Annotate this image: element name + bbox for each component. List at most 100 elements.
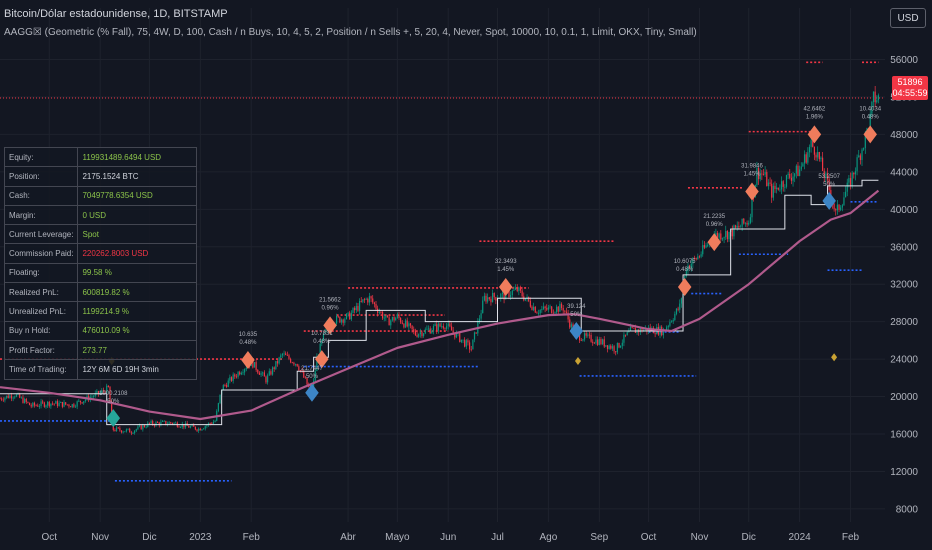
candle-body: [585, 333, 587, 336]
candle-body: [700, 254, 702, 257]
candle-body: [76, 401, 78, 407]
y-tick-label: 56000: [890, 55, 918, 66]
candle-body: [731, 228, 733, 237]
candle-body: [485, 295, 487, 302]
candle-body: [639, 328, 641, 333]
candle-body: [386, 315, 389, 318]
candle-body: [470, 349, 472, 351]
candle-body: [467, 340, 469, 343]
candle-body: [872, 91, 875, 102]
candle-body: [736, 225, 738, 228]
candle-body: [363, 299, 366, 301]
candle-body: [774, 185, 776, 190]
candle-body: [503, 292, 505, 300]
candle-body: [414, 330, 417, 336]
candle-body: [398, 314, 400, 319]
candle-body: [844, 191, 847, 198]
candle-body: [214, 420, 216, 422]
candle-body: [78, 400, 80, 402]
candle-body: [199, 428, 201, 431]
candle-body: [800, 166, 802, 170]
indicator-legend[interactable]: AAGG☒ (Geometric (% Fall), 75, 4W, D, 10…: [4, 27, 697, 38]
candle-body: [810, 140, 812, 147]
candle-body: [460, 339, 462, 342]
candle-body: [33, 402, 36, 406]
candle-body: [230, 377, 233, 381]
candle-body: [771, 183, 773, 198]
candle-body: [751, 197, 753, 218]
candle-body: [795, 165, 797, 174]
candle-body: [631, 326, 633, 328]
candle-body: [483, 295, 485, 301]
candle-body: [611, 346, 614, 349]
candle-body: [217, 403, 219, 412]
candle-body: [257, 369, 259, 373]
small-marker-diamond: [574, 356, 581, 365]
candle-body: [365, 298, 367, 300]
candle-body: [355, 306, 357, 311]
candle-body: [556, 306, 558, 313]
candle-body: [134, 430, 136, 434]
candle-body: [697, 256, 699, 260]
candle-body: [240, 373, 242, 375]
candle-body: [63, 402, 65, 407]
candle-body: [122, 431, 124, 433]
stats-label: Equity:: [3, 146, 79, 168]
candle-body: [324, 329, 326, 334]
candle-body: [603, 339, 605, 347]
candle-body: [511, 290, 513, 296]
candle-body: [565, 311, 568, 313]
candle-body: [490, 298, 492, 303]
candle-body: [111, 401, 113, 413]
candle-body: [10, 395, 13, 399]
candle-body: [191, 424, 193, 427]
candle-body: [79, 400, 82, 403]
candle-body: [42, 401, 44, 403]
candle-body: [304, 377, 306, 379]
candle-body: [756, 167, 758, 186]
candle-body: [692, 258, 694, 264]
candle-body: [357, 306, 359, 311]
candle-body: [380, 311, 382, 313]
candle-body: [849, 178, 852, 187]
candle-body: [145, 426, 147, 428]
candle-body: [424, 329, 426, 334]
candle-body: [14, 396, 16, 398]
buy-label-amount: 21.7447: [301, 366, 323, 372]
candle-body: [487, 297, 489, 302]
candle-body: [418, 334, 420, 337]
candle-body: [385, 315, 387, 318]
candle-body: [787, 173, 789, 176]
candle-body: [491, 293, 494, 303]
candle-body: [367, 298, 369, 303]
sell-diamond: [707, 233, 721, 252]
candle-body: [600, 339, 602, 345]
candle-body: [529, 300, 531, 307]
candle-body: [436, 324, 438, 331]
sell-diamond: [863, 125, 877, 144]
stats-value: 1199214.9 %: [77, 301, 198, 322]
currency-button[interactable]: USD: [890, 8, 926, 28]
stats-row: Floating: 99.58 %: [3, 262, 198, 284]
stats-row: Unrealized PnL: 1199214.9 %: [3, 301, 198, 322]
candle-body: [858, 155, 860, 158]
candle-body: [9, 395, 11, 399]
sell-label-percent: 0.48%: [239, 340, 257, 346]
stats-label: Commission Paid:: [3, 243, 79, 264]
candle-body: [148, 422, 151, 424]
sell-label-amount: 10.4034: [859, 106, 881, 112]
candle-body: [482, 300, 484, 314]
candle-body: [335, 316, 338, 324]
candle-body: [480, 313, 482, 319]
candle-body: [229, 377, 231, 381]
candle-body: [667, 325, 669, 328]
candle-body: [390, 320, 392, 326]
candle-body: [211, 423, 213, 425]
small-marker-diamond: [831, 353, 838, 362]
candle-body: [352, 307, 354, 313]
candle-body: [777, 187, 779, 190]
candle-body: [268, 371, 270, 376]
current-price-tag: 51896 04:55:59: [892, 76, 928, 100]
candle-body: [666, 327, 668, 331]
